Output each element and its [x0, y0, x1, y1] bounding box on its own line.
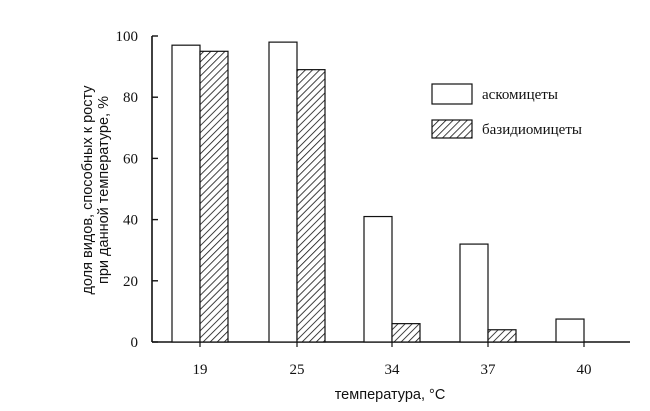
x-tick-label: 34: [385, 362, 401, 378]
bar-group: [171, 41, 585, 343]
y-tick-group: 100 80 60 40 20 0: [116, 29, 158, 351]
bar-ascomycetes-25: [268, 41, 298, 343]
y-axis-title: доля видов, способных к росту при данной…: [80, 85, 112, 295]
y-axis-title-line-2: при данной температуре, %: [96, 96, 112, 284]
bar-basidiomycetes-19: [199, 50, 229, 343]
bar-basidiomycetes-37: [487, 329, 517, 343]
x-axis-title: температура, °C: [335, 387, 446, 403]
x-tick-label: 25: [290, 362, 305, 378]
y-tick-label: 20: [123, 274, 138, 290]
legend-swatch-basidiomycetes: [431, 119, 473, 139]
legend-label-basidiomycetes: базидиомицеты: [482, 122, 582, 138]
x-tick-group: 19 25 34 37 40: [193, 342, 592, 378]
y-tick-label: 80: [123, 90, 138, 106]
bar-ascomycetes-37: [459, 243, 489, 343]
bar-ascomycetes-19: [171, 44, 201, 343]
y-axis-title-line-1: доля видов, способных к росту: [80, 85, 96, 295]
bar-ascomycetes-40: [555, 318, 585, 343]
y-tick-label: 60: [123, 151, 138, 167]
y-tick-label: 40: [123, 213, 138, 229]
y-tick-label: 0: [131, 335, 139, 351]
bar-ascomycetes-34: [363, 215, 393, 343]
legend-swatch-ascomycetes: [431, 83, 473, 105]
bar-basidiomycetes-25: [296, 69, 326, 343]
legend: аскомицеты базидиомицеты: [431, 83, 582, 139]
x-tick-label: 19: [193, 362, 208, 378]
x-tick-label: 37: [481, 362, 497, 378]
legend-label-ascomycetes: аскомицеты: [482, 87, 558, 103]
bar-basidiomycetes-34: [391, 323, 421, 343]
y-tick-label: 100: [116, 29, 139, 45]
x-tick-label: 40: [577, 362, 592, 378]
